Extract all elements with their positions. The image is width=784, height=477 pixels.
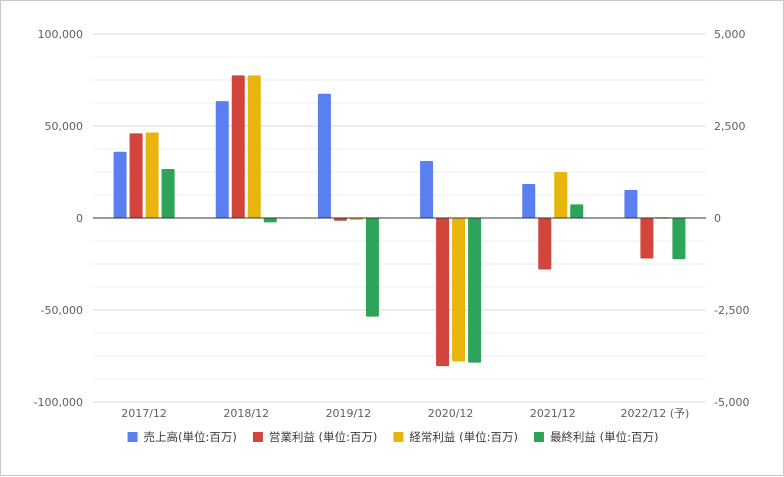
x-category-label: 2018/12	[223, 407, 269, 420]
legend-swatch	[127, 432, 138, 442]
bar	[538, 218, 552, 270]
bar	[145, 132, 159, 218]
x-category-label: 2020/12	[428, 407, 474, 420]
y-left-tick-label: 100,000	[38, 28, 84, 41]
bar	[365, 218, 379, 317]
y-left-tick-label: -100,000	[34, 396, 83, 409]
bar	[113, 151, 127, 218]
y-left-tick-label: -50,000	[41, 304, 83, 317]
x-category-label: 2021/12	[530, 407, 576, 420]
bar	[247, 75, 261, 219]
bar	[436, 218, 450, 367]
y-left-tick-label: 50,000	[45, 120, 84, 133]
legend-label: 最終利益 (単位:百万)	[550, 430, 659, 444]
y-left-tick-label: 0	[76, 212, 83, 225]
bar	[263, 218, 277, 223]
y-right-tick-label: -2,500	[714, 304, 749, 317]
legend-swatch	[533, 432, 544, 442]
bar	[624, 190, 638, 218]
bar	[468, 218, 482, 363]
y-right-tick-label: 0	[714, 212, 721, 225]
y-right-tick-label: -5,000	[714, 396, 749, 409]
bar	[161, 169, 175, 218]
bar	[452, 218, 466, 362]
bar	[333, 218, 347, 221]
y-right-tick-label: 2,500	[714, 120, 746, 133]
bar	[640, 218, 654, 259]
x-category-label: 2022/12 (予)	[621, 407, 690, 420]
x-category-label: 2019/12	[326, 407, 372, 420]
legend-label: 売上高(単位:百万)	[144, 430, 237, 444]
legend-swatch	[393, 432, 404, 442]
bar	[231, 75, 245, 219]
bar	[522, 183, 536, 218]
bar	[129, 133, 143, 218]
legend-label: 経常利益 (単位:百万)	[409, 430, 518, 444]
y-right-tick-label: 5,000	[714, 28, 746, 41]
bar	[672, 218, 686, 260]
bar	[420, 160, 434, 218]
legend-label: 営業利益 (単位:百万)	[269, 430, 378, 444]
bar	[570, 204, 584, 218]
x-category-label: 2017/12	[121, 407, 167, 420]
legend-swatch	[252, 432, 263, 442]
bar	[317, 93, 331, 218]
bar	[554, 172, 568, 218]
bar	[215, 101, 229, 218]
